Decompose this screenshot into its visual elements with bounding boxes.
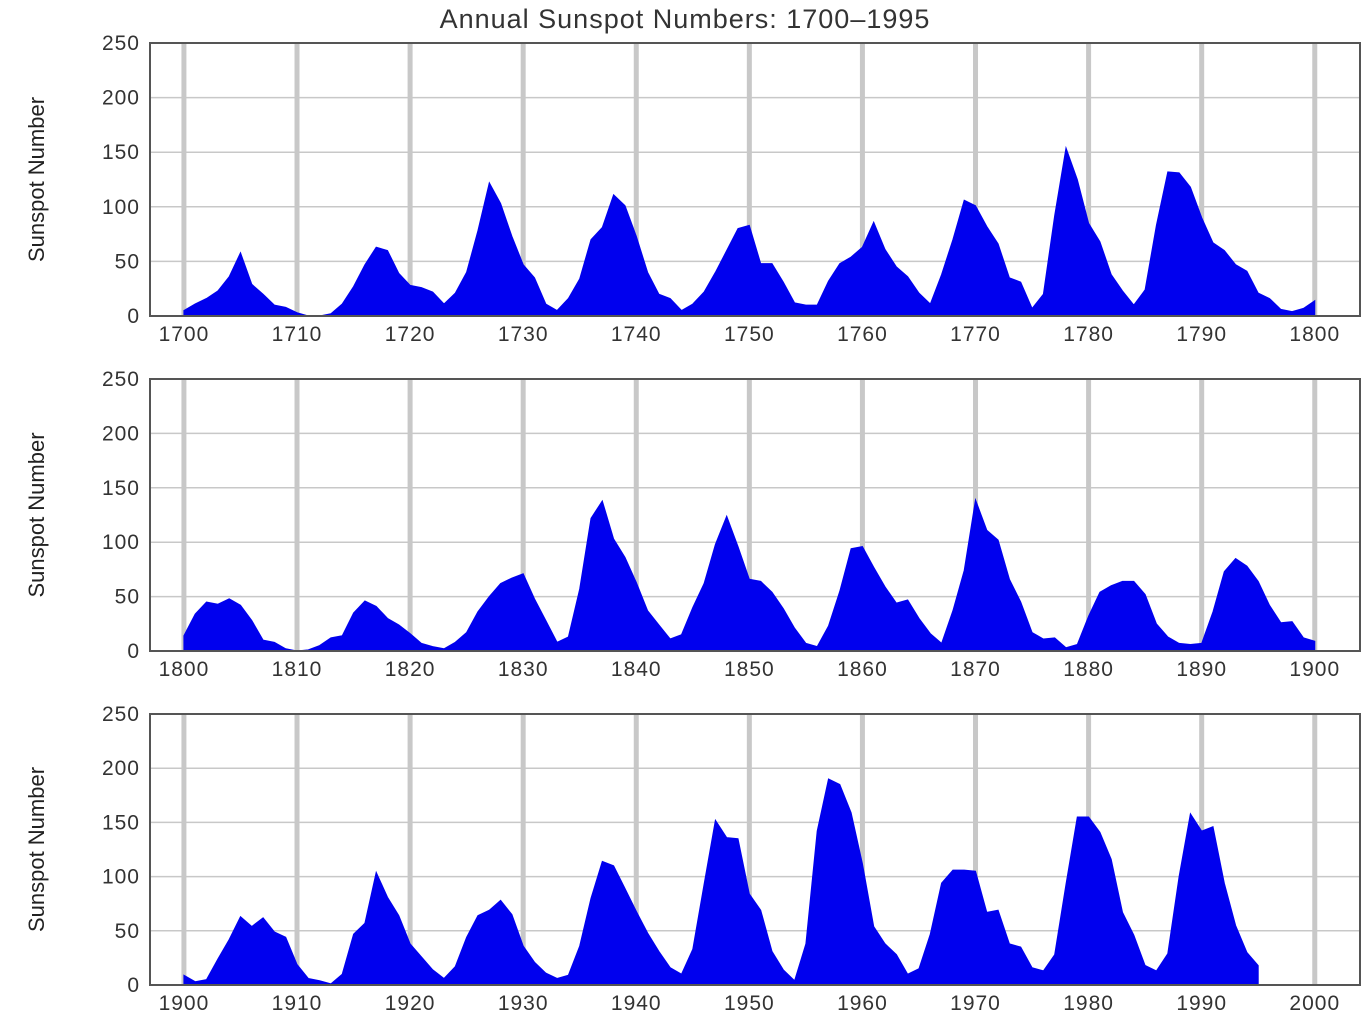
y-axis-label: Sunspot Number (24, 767, 49, 932)
x-tick-label: 1950 (724, 992, 775, 1015)
y-tick-label: 250 (102, 703, 140, 726)
sunspot-area-series (183, 497, 1316, 652)
x-tick-label: 1720 (385, 323, 436, 346)
y-tick-label: 250 (102, 32, 140, 55)
x-tick-label: 2000 (1289, 992, 1340, 1015)
x-tick-label: 1820 (385, 658, 436, 681)
x-tick-label: 1700 (159, 323, 210, 346)
y-tick-label: 150 (102, 141, 140, 164)
y-axis-label: Sunspot Number (24, 97, 49, 262)
x-tick-label: 1900 (1289, 658, 1340, 681)
y-axis-label: Sunspot Number (24, 432, 49, 597)
panel-2: 0 50 100 150 200 250 1800 1810 1820 1830 1840 1850 1… (24, 368, 1361, 681)
y-tick-label: 200 (102, 757, 140, 780)
y-tick-label: 150 (102, 477, 140, 500)
y-tick-label: 50 (115, 586, 140, 609)
axes-frame (149, 713, 1361, 986)
panel-3: 0 50 100 150 200 250 1900 1910 1920 1930 1940 1950 1… (24, 703, 1361, 1015)
x-tick-label: 1860 (837, 658, 888, 681)
x-tick-label: 1760 (837, 323, 888, 346)
sunspot-area-series (183, 778, 1259, 986)
sunspot-area-series (183, 145, 1316, 317)
x-tick-label: 1880 (1063, 658, 1114, 681)
x-tick-label: 1940 (611, 992, 662, 1015)
y-tick-label: 100 (102, 531, 140, 554)
y-tick-label: 200 (102, 422, 140, 445)
y-tick-label: 50 (115, 250, 140, 273)
x-tick-label: 1900 (159, 992, 210, 1015)
x-tick-label: 1790 (1176, 323, 1227, 346)
x-tick-label: 1910 (272, 992, 323, 1015)
x-tick-label: 1800 (159, 658, 210, 681)
x-tick-label: 1730 (498, 323, 549, 346)
y-tick-label: 100 (102, 196, 140, 219)
x-tick-label: 1890 (1176, 658, 1227, 681)
x-tick-label: 1970 (950, 992, 1001, 1015)
chart-title: Annual Sunspot Numbers: 1700–1995 (439, 4, 931, 34)
y-tick-label: 0 (127, 305, 140, 328)
y-tick-label: 200 (102, 87, 140, 110)
x-tick-label: 1780 (1063, 323, 1114, 346)
y-tick-label: 0 (127, 640, 140, 663)
axes-frame (149, 42, 1361, 317)
x-tick-label: 1920 (385, 992, 436, 1015)
x-tick-label: 1830 (498, 658, 549, 681)
y-tick-label: 250 (102, 368, 140, 391)
x-tick-label: 1770 (950, 323, 1001, 346)
y-tick-label: 150 (102, 811, 140, 834)
y-tick-label: 50 (115, 920, 140, 943)
x-tick-label: 1740 (611, 323, 662, 346)
y-tick-label: 100 (102, 866, 140, 889)
x-tick-label: 1930 (498, 992, 549, 1015)
x-tick-label: 1840 (611, 658, 662, 681)
x-tick-label: 1870 (950, 658, 1001, 681)
x-tick-label: 1750 (724, 323, 775, 346)
x-tick-label: 1850 (724, 658, 775, 681)
x-tick-label: 1980 (1063, 992, 1114, 1015)
x-tick-label: 1990 (1176, 992, 1227, 1015)
y-tick-label: 0 (127, 974, 140, 997)
x-tick-label: 1710 (272, 323, 323, 346)
x-tick-label: 1960 (837, 992, 888, 1015)
x-tick-label: 1810 (272, 658, 323, 681)
axes-frame (149, 378, 1361, 652)
x-tick-label: 1800 (1289, 323, 1340, 346)
panel-1: 0 50 100 150 200 250 1700 1710 1720 1730 1740 1750 1… (24, 32, 1361, 346)
